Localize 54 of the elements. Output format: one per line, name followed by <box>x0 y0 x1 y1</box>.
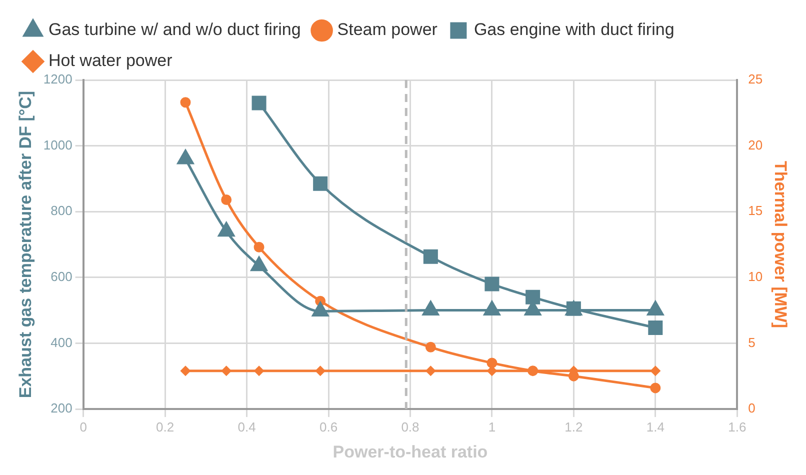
point <box>250 256 268 272</box>
point <box>180 97 191 108</box>
point <box>650 366 660 376</box>
point <box>487 366 497 376</box>
x-tick-label: 0.8 <box>401 419 420 434</box>
y-axis-title: Exhaust gas temperature after DF [°C] <box>16 90 35 398</box>
point <box>486 358 498 368</box>
x-tick-label: 0 <box>80 419 87 434</box>
point <box>312 302 329 317</box>
y-tick-label: 800 <box>50 203 72 218</box>
legend-label: Hot water power <box>48 51 173 70</box>
point <box>650 382 661 394</box>
y-tick-label: 1200 <box>43 72 72 87</box>
y2-tick-label: 10 <box>748 268 763 284</box>
point <box>316 366 326 376</box>
y2-tick-label: 25 <box>748 72 763 87</box>
point <box>252 96 266 110</box>
legend-label: Gas engine with duct firing <box>474 20 674 40</box>
point <box>647 301 664 316</box>
point <box>180 366 190 376</box>
x-tick-label: 1.4 <box>646 419 664 434</box>
point <box>222 366 232 376</box>
y-tick-label: 200 <box>50 400 72 416</box>
x-tick-label: 1.2 <box>564 419 583 434</box>
point <box>177 150 194 164</box>
y-tick-label: 600 <box>50 268 72 284</box>
legend-label: Steam power <box>337 20 438 40</box>
y2-tick-label: 0 <box>748 400 756 416</box>
x-tick-label: 1.6 <box>728 419 746 434</box>
point <box>484 301 500 316</box>
y-tick-label: 400 <box>50 334 72 350</box>
point <box>218 222 235 237</box>
point <box>425 342 436 352</box>
point <box>422 301 439 316</box>
point <box>528 366 538 376</box>
y2-tick-label: 5 <box>748 334 756 350</box>
point <box>484 276 500 292</box>
x-tick-label: 0.4 <box>238 419 256 434</box>
point <box>426 366 436 376</box>
point <box>648 320 663 335</box>
y2-axis-title: Thermal power [MW] <box>771 160 790 328</box>
point <box>423 249 438 264</box>
point <box>526 290 540 304</box>
point <box>221 194 232 206</box>
point <box>254 242 264 252</box>
point <box>313 176 328 191</box>
point <box>254 366 264 376</box>
legend-label: Gas turbine w/ and w/o duct firing <box>48 20 301 40</box>
x-tick-label: 0.6 <box>319 419 338 434</box>
x-tick-label: 0.2 <box>156 419 174 434</box>
x-tick-label: 1 <box>488 419 496 434</box>
y2-tick-label: 20 <box>748 137 763 152</box>
y2-tick-label: 15 <box>748 203 763 218</box>
y-tick-label: 1000 <box>43 137 72 152</box>
